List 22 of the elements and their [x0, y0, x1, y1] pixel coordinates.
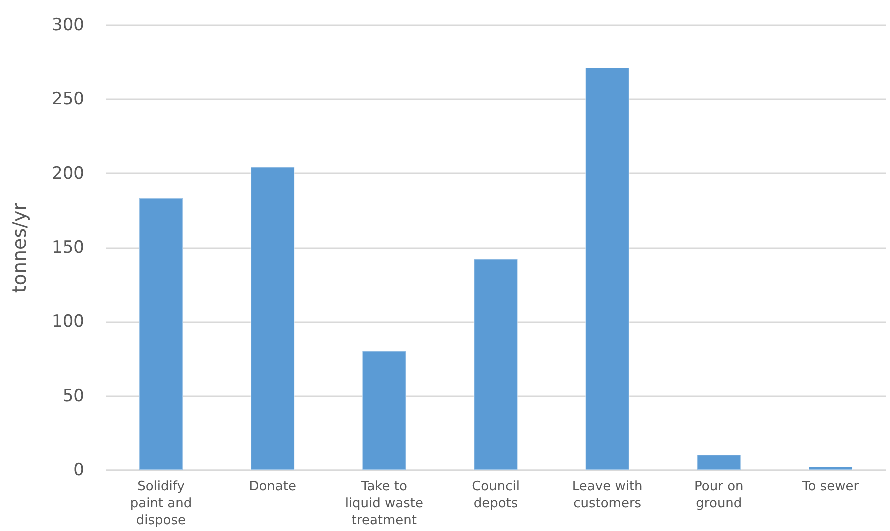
x-tick-label: Council depots	[472, 480, 520, 512]
bar	[585, 68, 630, 470]
y-tick-label: 100	[52, 312, 84, 332]
y-tick-label: 50	[62, 386, 84, 406]
bar	[474, 258, 518, 470]
y-axis-title: tonnes/yr	[9, 202, 32, 294]
bar	[808, 466, 854, 470]
x-tick-label: To sewer	[801, 480, 860, 494]
y-tick-label: 300	[52, 16, 84, 36]
bar	[250, 166, 296, 470]
x-tick-label: Take to liquid waste treatment	[345, 480, 424, 528]
y-tick-label: 250	[52, 90, 84, 110]
y-tick-label: 200	[52, 164, 84, 184]
x-tick-label: Pour on ground	[694, 480, 744, 512]
bar	[696, 454, 742, 470]
bar	[362, 350, 407, 470]
y-tick-label: 0	[74, 460, 84, 480]
x-tick-label: Solidify paint and dispose	[130, 480, 192, 528]
x-tick-label: Leave with customers	[572, 480, 643, 512]
x-tick-label: Donate	[249, 480, 296, 494]
bar	[138, 198, 184, 470]
y-tick-label: 150	[52, 238, 84, 258]
